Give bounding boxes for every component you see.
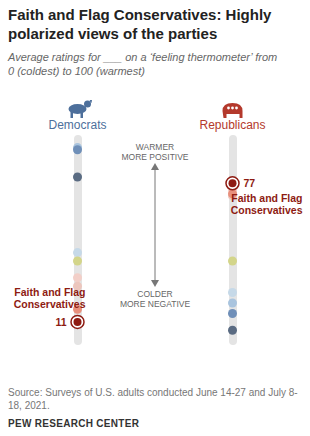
svg-text:Conservatives: Conservatives: [231, 204, 303, 216]
svg-text:MORE POSITIVE: MORE POSITIVE: [121, 152, 188, 162]
html-text:Source: Surveys of U.S. adults: Source: Surveys of U.S. adults conducted…: [8, 387, 298, 411]
svg-text:WARMER: WARMER: [136, 142, 174, 152]
html-text:Faith and Flag Conservatives:: Faith and Flag Conservatives: Highly pol…: [8, 6, 272, 42]
html-text:Average ratings for ___ on a ‘: Average ratings for ___ on a ‘feeling th…: [8, 51, 278, 77]
svg-text:MORE NEGATIVE: MORE NEGATIVE: [120, 299, 191, 309]
svg-text:Democrats: Democrats: [48, 118, 106, 132]
svg-text:Faith and Flag: Faith and Flag: [231, 192, 302, 204]
svg-text:11: 11: [55, 316, 66, 328]
svg-text:Conservatives: Conservatives: [14, 298, 86, 310]
html-text:PEW RESEARCH CENTER: PEW RESEARCH CENTER: [8, 418, 140, 429]
svg-text:COLDER: COLDER: [137, 289, 172, 299]
svg-text:Republicans: Republicans: [199, 118, 265, 132]
svg-text:77: 77: [244, 177, 256, 189]
svg-text:Faith and Flag: Faith and Flag: [14, 286, 85, 298]
